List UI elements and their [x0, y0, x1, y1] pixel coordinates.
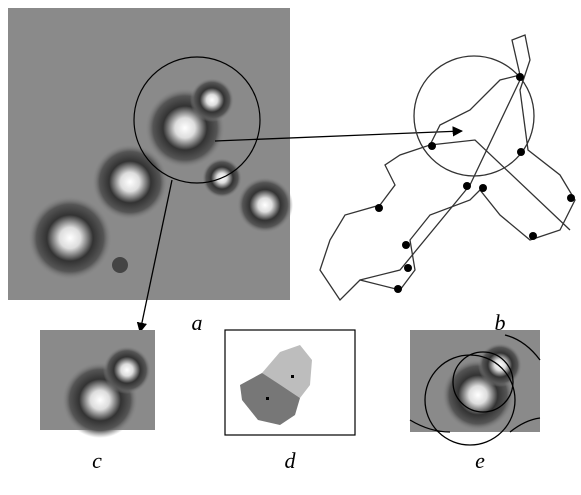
panel-d-segmentation	[225, 330, 355, 435]
panel-e-image	[410, 330, 540, 445]
figure: a b c d e	[0, 0, 581, 495]
panel-c-image	[40, 330, 155, 438]
panel-a-image	[8, 8, 293, 300]
nodes	[375, 73, 575, 293]
panel-label: d	[285, 448, 297, 473]
panel-label: c	[92, 448, 102, 473]
panel-label: a	[192, 310, 203, 335]
panel-label: e	[475, 448, 485, 473]
panel-b-contour	[320, 35, 575, 300]
